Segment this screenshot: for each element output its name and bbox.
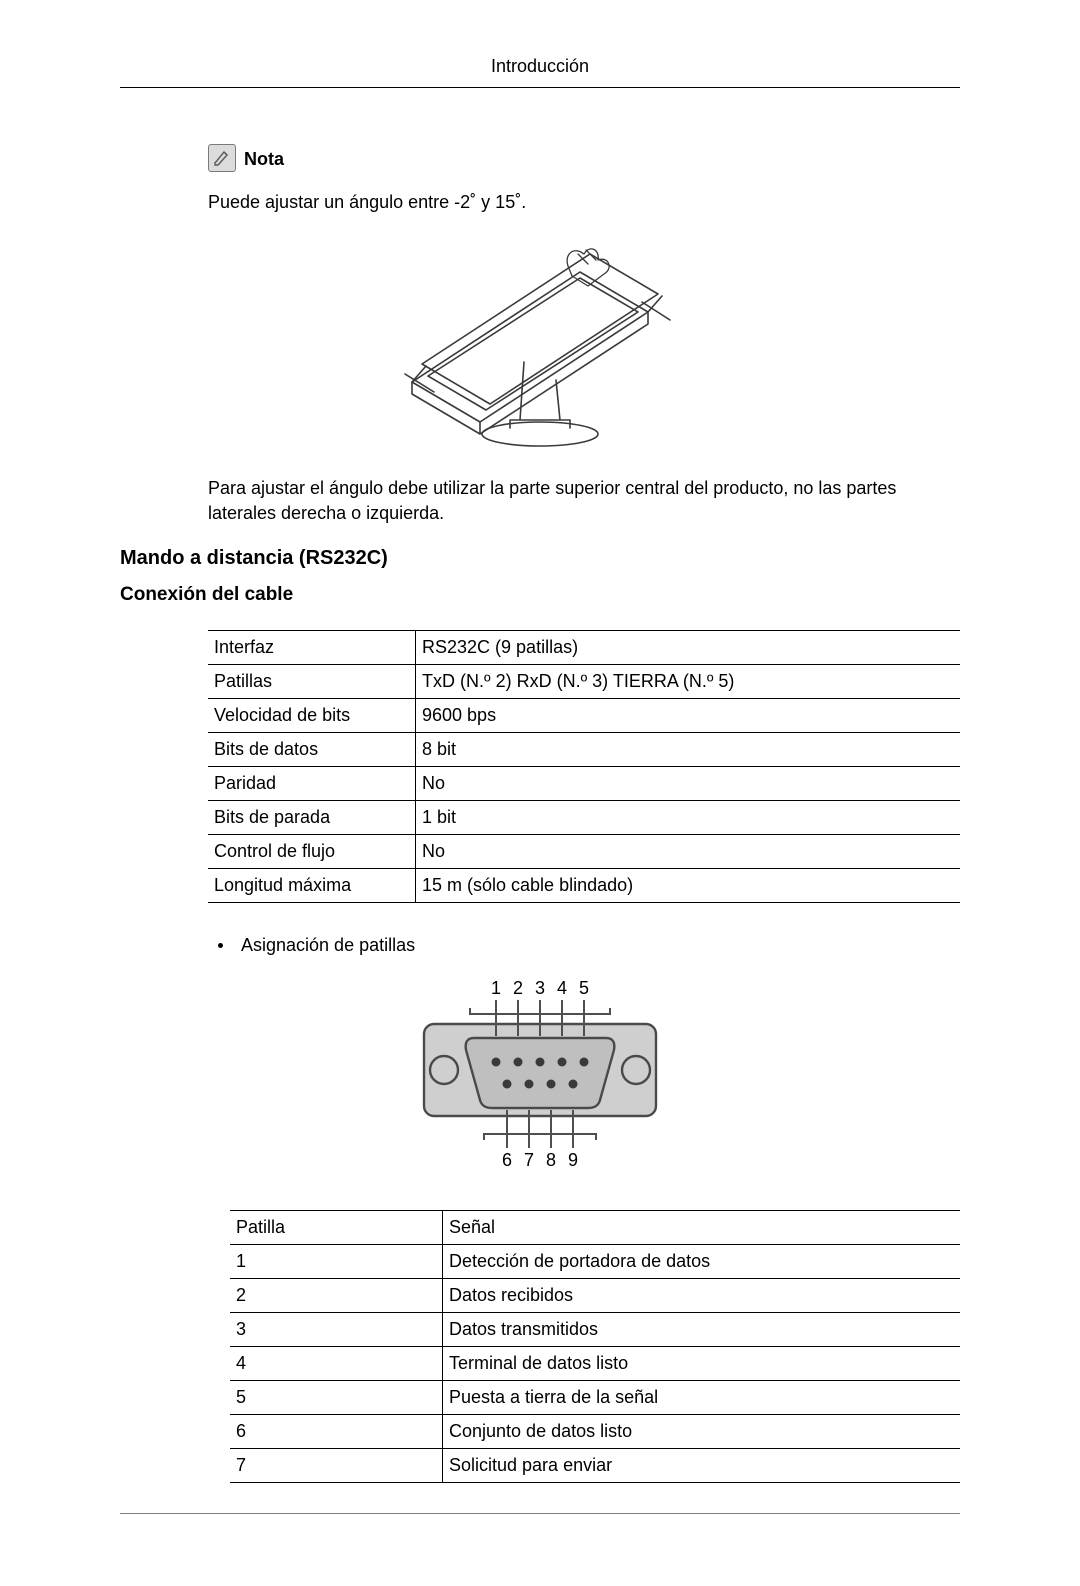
- spec-param: Patillas: [208, 664, 416, 698]
- svg-text:7: 7: [524, 1150, 534, 1170]
- nota-text: Puede ajustar un ángulo entre -2˚ y 15˚.: [208, 190, 960, 214]
- spec-value: No: [416, 834, 961, 868]
- svg-text:3: 3: [535, 978, 545, 998]
- table-row: 6Conjunto de datos listo: [230, 1414, 960, 1448]
- bullet-block: Asignación de patillas: [208, 935, 960, 956]
- svg-text:1: 1: [491, 978, 501, 998]
- monitor-figure: [120, 224, 960, 454]
- table-row: Bits de parada1 bit: [208, 800, 960, 834]
- pin-number: 6: [230, 1414, 443, 1448]
- table-row: 3Datos transmitidos: [230, 1312, 960, 1346]
- spec-value: 1 bit: [416, 800, 961, 834]
- table-row: PatillaSeñal: [230, 1210, 960, 1244]
- spec-param: Bits de datos: [208, 732, 416, 766]
- figure-caption-block: Para ajustar el ángulo debe utilizar la …: [208, 476, 960, 525]
- table-row: 1Detección de portadora de datos: [230, 1244, 960, 1278]
- pin-table-block: PatillaSeñal1Detección de portadora de d…: [208, 1210, 960, 1483]
- section-heading: Mando a distancia (RS232C): [120, 547, 960, 570]
- table-row: ParidadNo: [208, 766, 960, 800]
- svg-text:6: 6: [502, 1150, 512, 1170]
- spec-value: 9600 bps: [416, 698, 961, 732]
- nota-block: Nota Puede ajustar un ángulo entre -2˚ y…: [208, 144, 960, 214]
- spec-table-wrap: InterfazRS232C (9 patillas)PatillasTxD (…: [208, 630, 960, 903]
- bullet-row: Asignación de patillas: [208, 935, 960, 956]
- bullet-dot-icon: [218, 943, 223, 948]
- figure-caption: Para ajustar el ángulo debe utilizar la …: [208, 476, 960, 525]
- svg-text:2: 2: [513, 978, 523, 998]
- page-footer-rule: [120, 1513, 960, 1516]
- svg-text:9: 9: [568, 1150, 578, 1170]
- table-row: 7Solicitud para enviar: [230, 1448, 960, 1482]
- table-row: PatillasTxD (N.º 2) RxD (N.º 3) TIERRA (…: [208, 664, 960, 698]
- pin-signal: Terminal de datos listo: [443, 1346, 961, 1380]
- table-row: 4Terminal de datos listo: [230, 1346, 960, 1380]
- svg-text:8: 8: [546, 1150, 556, 1170]
- pin-header-col2: Señal: [443, 1210, 961, 1244]
- svg-text:4: 4: [557, 978, 567, 998]
- bullet-text: Asignación de patillas: [241, 935, 415, 956]
- table-row: Control de flujoNo: [208, 834, 960, 868]
- table-row: 5Puesta a tierra de la señal: [230, 1380, 960, 1414]
- pin-signal: Datos transmitidos: [443, 1312, 961, 1346]
- pin-number: 7: [230, 1448, 443, 1482]
- spec-param: Paridad: [208, 766, 416, 800]
- svg-text:5: 5: [579, 978, 589, 998]
- pin-signal: Solicitud para enviar: [443, 1448, 961, 1482]
- pin-header-col1: Patilla: [230, 1210, 443, 1244]
- spec-table: InterfazRS232C (9 patillas)PatillasTxD (…: [208, 630, 960, 903]
- spec-value: No: [416, 766, 961, 800]
- connector-figure: 12345 6789: [120, 964, 960, 1184]
- table-row: Velocidad de bits9600 bps: [208, 698, 960, 732]
- table-row: Longitud máxima15 m (sólo cable blindado…: [208, 868, 960, 902]
- pin-signal: Puesta a tierra de la señal: [443, 1380, 961, 1414]
- pin-signal: Detección de portadora de datos: [443, 1244, 961, 1278]
- spec-value: 8 bit: [416, 732, 961, 766]
- table-row: Bits de datos8 bit: [208, 732, 960, 766]
- spec-param: Control de flujo: [208, 834, 416, 868]
- section-subheading: Conexión del cable: [120, 584, 960, 606]
- pin-number: 5: [230, 1380, 443, 1414]
- table-row: InterfazRS232C (9 patillas): [208, 630, 960, 664]
- nota-label: Nota: [244, 146, 284, 172]
- nota-row: Nota: [208, 144, 960, 172]
- spec-param: Velocidad de bits: [208, 698, 416, 732]
- spec-param: Longitud máxima: [208, 868, 416, 902]
- pin-number: 1: [230, 1244, 443, 1278]
- pin-number: 2: [230, 1278, 443, 1312]
- pin-table: PatillaSeñal1Detección de portadora de d…: [230, 1210, 960, 1483]
- pin-signal: Datos recibidos: [443, 1278, 961, 1312]
- page-header-title: Introducción: [120, 56, 960, 88]
- spec-value: TxD (N.º 2) RxD (N.º 3) TIERRA (N.º 5): [416, 664, 961, 698]
- spec-param: Interfaz: [208, 630, 416, 664]
- pin-number: 3: [230, 1312, 443, 1346]
- spec-value: RS232C (9 patillas): [416, 630, 961, 664]
- spec-param: Bits de parada: [208, 800, 416, 834]
- pin-number: 4: [230, 1346, 443, 1380]
- spec-value: 15 m (sólo cable blindado): [416, 868, 961, 902]
- table-row: 2Datos recibidos: [230, 1278, 960, 1312]
- pin-signal: Conjunto de datos listo: [443, 1414, 961, 1448]
- note-icon: [208, 144, 236, 172]
- document-page: Introducción Nota Puede ajustar un ángul…: [0, 0, 1080, 1586]
- db9-connector-icon: 12345 6789: [410, 964, 670, 1184]
